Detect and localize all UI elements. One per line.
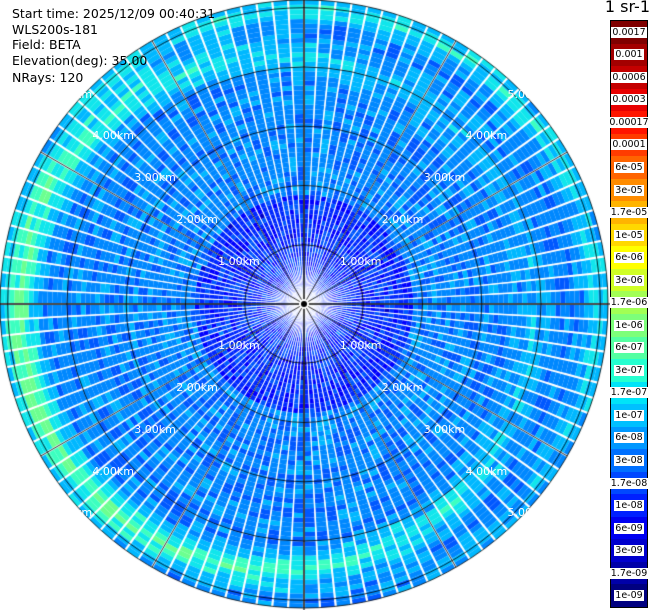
colorbar-tick-label: 3e-05 — [614, 184, 644, 196]
range-ring-label: 2.00km — [176, 380, 218, 394]
colorbar-cell: 1.7e-08 — [609, 471, 649, 495]
range-ring-label: 5.00km — [50, 506, 93, 520]
colorbar-tick-label: 0.0001 — [611, 139, 647, 151]
colorbar-tick-label: 1e-05 — [614, 229, 644, 241]
colorbar-tick-label: 1e-06 — [614, 319, 644, 331]
elevation-text: Elevation(deg): 35.00 — [12, 53, 148, 68]
colorbar-tick-label: 1.7e-09 — [609, 567, 649, 579]
colorbar-tick-label: 1e-08 — [614, 500, 644, 512]
colorbar-tick-label: 3e-06 — [614, 274, 644, 286]
range-ring-label: 5.00km — [507, 87, 550, 101]
range-ring-label: 2.00km — [381, 380, 424, 394]
colorbar-tick-label: 3e-09 — [614, 545, 644, 557]
range-ring-label: 1.00km — [339, 338, 382, 352]
colorbar-tick-label: 0.0003 — [611, 94, 647, 106]
colorbar-tick-label: 3e-08 — [614, 454, 644, 466]
range-ring-label: 5.00km — [507, 506, 550, 520]
colorbar-cell: 6e-07 — [611, 336, 647, 360]
colorbar-tick-label: 1.7e-08 — [609, 477, 649, 489]
colorbar-tick-label: 6e-07 — [614, 342, 644, 354]
colorbar-cell: 1e-07 — [611, 404, 647, 427]
colorbar-cell: 3e-08 — [611, 449, 647, 472]
field-text: Field: BETA — [12, 37, 81, 52]
colorbar-tick-label: 6e-08 — [614, 432, 644, 444]
colorbar-tick-label: 1.7e-07 — [609, 387, 649, 399]
colorbar-cell: 3e-06 — [611, 268, 647, 292]
colorbar-tick-label: 1.7e-05 — [609, 207, 649, 219]
colorbar-cell: 0.00017 — [608, 111, 650, 134]
colorbar-tick-label: 6e-05 — [614, 161, 644, 173]
colorbar: 0.0017 0.001 0.0006 0.0003 0.00017 0.0001 6e-0… — [608, 20, 650, 608]
colorbar-cell: 1.7e-05 — [609, 201, 649, 224]
colorbar-tick-label: 0.001 — [614, 49, 644, 61]
colorbar-cell: 6e-06 — [611, 246, 647, 269]
colorbar-cell: 1e-08 — [611, 494, 647, 517]
colorbar-tick-label: 6e-06 — [614, 252, 644, 264]
colorbar-cell: 0.0006 — [611, 66, 647, 89]
colorbar-cell: 0.0001 — [611, 133, 647, 157]
range-ring-label: 5.00km — [50, 87, 93, 101]
range-ring-label: 4.00km — [92, 129, 134, 143]
colorbar-cell: 0.0003 — [611, 88, 647, 112]
colorbar-cell: 6e-09 — [611, 516, 647, 540]
colorbar-cell: 6e-05 — [611, 156, 647, 179]
range-ring-label: 4.00km — [465, 464, 508, 478]
colorbar-cell: 3e-05 — [611, 178, 647, 202]
range-ring-label: 3.00km — [134, 422, 176, 436]
range-ring-label: 3.00km — [423, 171, 466, 185]
colorbar-unit-label: m-1 sr-1 — [605, 0, 650, 16]
range-ring-label: 2.00km — [176, 213, 218, 227]
colorbar-cell: 1.7e-07 — [609, 381, 649, 405]
colorbar-tick-label: 0.0017 — [611, 26, 647, 38]
colorbar-cell: 1e-09 — [611, 584, 647, 607]
colorbar-cell: 1e-05 — [611, 223, 647, 247]
nrays-text: NRays: 120 — [12, 70, 84, 85]
colorbar-tick-label: 1e-07 — [614, 409, 644, 421]
range-ring-label: 4.00km — [465, 129, 508, 143]
range-ring-label: 2.00km — [381, 213, 424, 227]
colorbar-cell: 1.7e-09 — [609, 561, 649, 585]
instrument-text: WLS200s-181 — [12, 22, 98, 37]
colorbar-tick-label: 0.0006 — [611, 71, 647, 83]
colorbar-cell: 3e-09 — [611, 539, 647, 562]
range-ring-label: 1.00km — [218, 255, 260, 269]
colorbar-tick-label: 1.7e-06 — [609, 297, 649, 309]
colorbar-tick-label: 0.00017 — [608, 116, 650, 128]
colorbar-cell: 0.0017 — [611, 21, 647, 44]
range-ring-label: 1.00km — [339, 255, 382, 269]
colorbar-cell: 0.001 — [611, 43, 647, 67]
colorbar-tick-label: 6e-09 — [614, 522, 644, 534]
colorbar-cell: 1e-06 — [611, 314, 647, 337]
start-time-text: Start time: 2025/12/09 00:40:31 — [12, 6, 216, 21]
colorbar-cell: 3e-07 — [611, 359, 647, 382]
colorbar-cell: 1.7e-06 — [609, 291, 649, 314]
range-ring-label: 3.00km — [423, 422, 466, 436]
colorbar-cell: 6e-08 — [611, 426, 647, 450]
range-ring-label: 4.00km — [92, 464, 134, 478]
range-ring-label: 3.00km — [134, 171, 176, 185]
colorbar-tick-label: 3e-07 — [614, 364, 644, 376]
range-ring-label: 1.00km — [218, 338, 260, 352]
colorbar-tick-label: 1e-09 — [614, 590, 644, 602]
